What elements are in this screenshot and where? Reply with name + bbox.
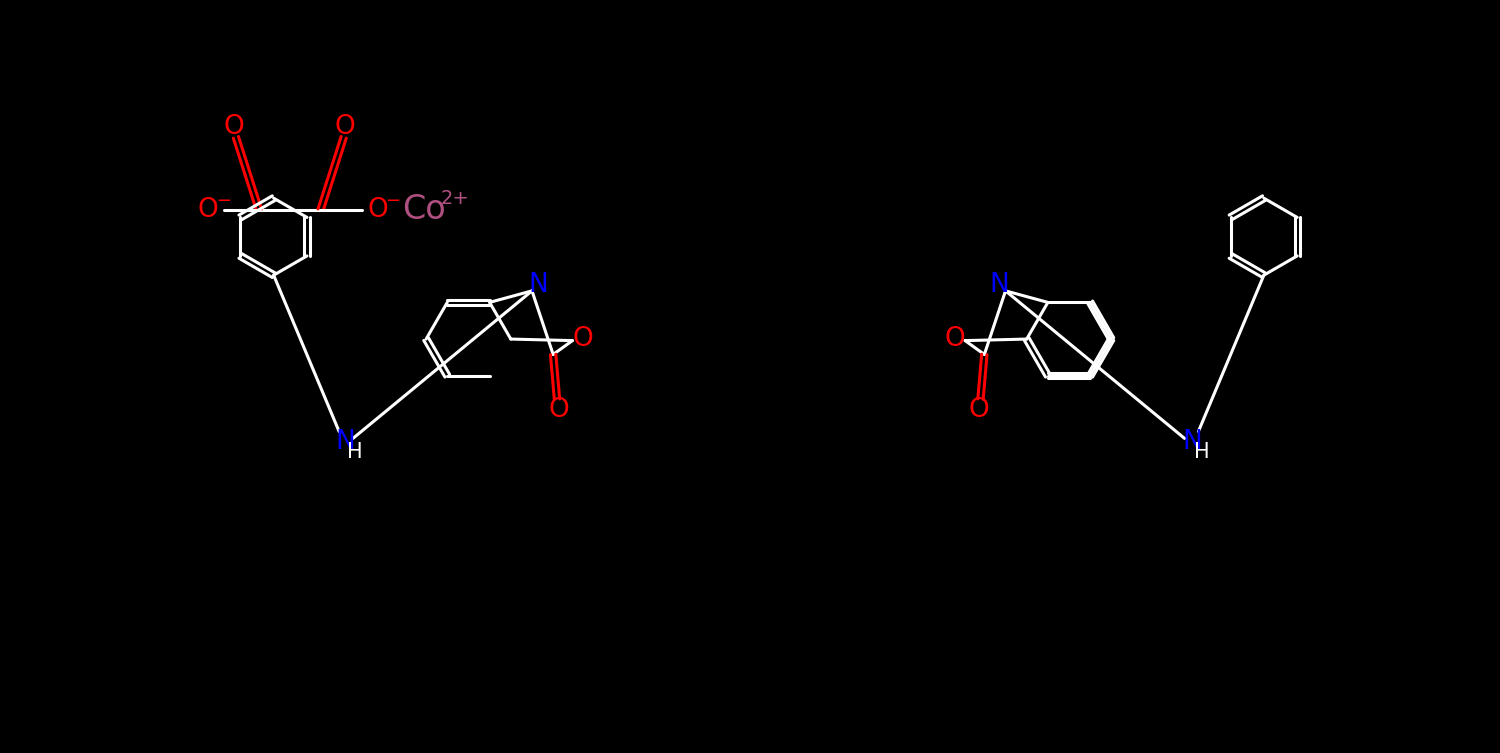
Text: O: O: [368, 197, 388, 223]
Text: N: N: [1182, 429, 1202, 456]
Text: O: O: [548, 397, 568, 423]
Text: −: −: [216, 192, 231, 210]
Text: O: O: [224, 114, 245, 139]
Text: O: O: [198, 197, 219, 223]
Text: H: H: [1194, 442, 1210, 462]
Text: O: O: [945, 326, 966, 352]
Text: −: −: [386, 192, 400, 210]
Text: H: H: [348, 442, 363, 462]
Text: N: N: [528, 272, 548, 297]
Text: O: O: [334, 114, 356, 139]
Text: N: N: [990, 272, 1010, 297]
Text: N: N: [336, 429, 356, 456]
Text: Co: Co: [402, 194, 445, 226]
Text: O: O: [969, 397, 990, 423]
Text: O: O: [572, 326, 592, 352]
Text: 2+: 2+: [441, 189, 470, 208]
